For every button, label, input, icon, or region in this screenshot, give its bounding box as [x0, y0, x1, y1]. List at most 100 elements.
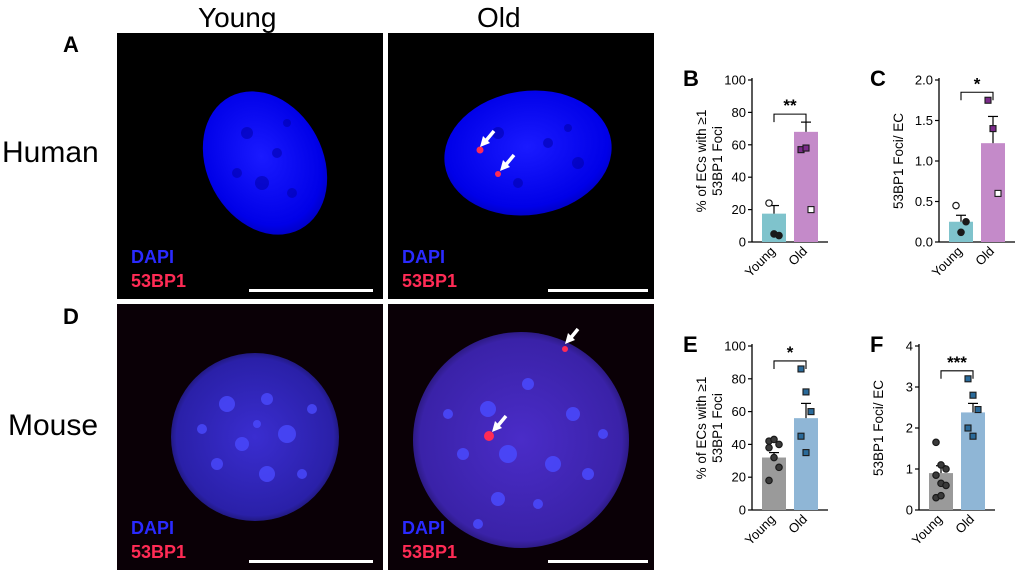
arrow-icon — [500, 153, 516, 171]
chart-svg-f: 0 1 2 3 4 53BP1 Foci/ EC Young Old *** — [871, 339, 995, 548]
data-point — [937, 461, 945, 469]
significance-label: *** — [947, 353, 967, 372]
label-dapi: DAPI — [402, 247, 446, 267]
x-tick-label: Young — [742, 512, 778, 548]
y-tick-label: 60 — [732, 137, 746, 152]
scale-bar — [249, 289, 373, 292]
y-tick-label: 0.5 — [915, 194, 933, 209]
significance-bracket — [940, 370, 974, 379]
label-dapi: DAPI — [402, 518, 446, 538]
micrograph-mouse-young: DAPI 53BP1 — [117, 304, 383, 570]
53bp1-focus — [484, 431, 494, 441]
data-point — [994, 189, 1002, 197]
panel-letter-b: B — [683, 66, 699, 91]
significance-bracket — [960, 91, 994, 101]
53bp1-focus — [495, 171, 501, 177]
y-axis-label: % of ECs with ≥153BP1 Foci — [694, 110, 725, 213]
y-tick-label: 80 — [732, 105, 746, 120]
label-dapi: DAPI — [131, 247, 175, 267]
y-tick-label: 0 — [739, 235, 746, 250]
data-point — [775, 463, 783, 472]
data-point — [932, 438, 940, 447]
x-tick-label: Young — [909, 512, 945, 548]
chart-svg-c: 0.0 0.5 1.0 1.5 2.0 53BP1 Foci/ EC Young Old * — [891, 73, 1015, 280]
chart-e: 0 20 40 60 80 100 % of ECs with ≥153BP1 Foci Yo… — [690, 336, 860, 572]
scale-bar — [548, 289, 648, 292]
arrow-icon — [480, 129, 496, 147]
y-tick-label: 0 — [906, 503, 913, 518]
data-point — [775, 440, 783, 449]
bar — [794, 418, 818, 510]
chart-f: 0 1 2 3 4 53BP1 Foci/ EC Young Old *** — [871, 336, 1020, 572]
data-point — [989, 125, 997, 133]
data-point — [765, 199, 773, 207]
scale-bar — [249, 560, 373, 563]
data-point — [770, 435, 778, 444]
y-tick-label: 1.0 — [915, 154, 933, 169]
data-point — [807, 206, 815, 214]
label-53bp1: 53BP1 — [131, 271, 187, 291]
data-point — [957, 228, 965, 237]
significance-bracket — [773, 113, 807, 123]
significance-bracket — [773, 360, 807, 369]
label-53bp1: 53BP1 — [402, 271, 458, 291]
x-tick-label: Young — [929, 244, 965, 280]
data-point — [969, 391, 977, 399]
53bp1-focus — [476, 146, 484, 154]
data-point — [952, 201, 960, 210]
row-label-human: Human — [2, 136, 99, 169]
x-tick-label: Old — [785, 512, 810, 537]
chart-svg-e: 0 20 40 60 80 100 % of ECs with ≥153BP1 Foci Yo… — [694, 339, 828, 548]
data-point — [765, 443, 773, 452]
micrograph-human-young: DAPI 53BP1 — [117, 33, 383, 299]
y-tick-label: 0.0 — [915, 235, 933, 250]
data-point — [807, 408, 815, 416]
y-tick-label: 4 — [906, 339, 913, 354]
nucleus-mouse-young — [117, 304, 383, 570]
data-point — [802, 144, 810, 152]
panel-letter-c: C — [870, 66, 886, 91]
arrow-icon — [565, 327, 580, 344]
chart-b: 0 20 40 60 80 100 % of ECs with ≥153BP1 Foci Yo… — [690, 70, 860, 300]
significance-label: * — [974, 74, 981, 93]
data-point — [964, 424, 972, 432]
nucleus-human-young — [202, 91, 328, 235]
x-tick-label: Young — [742, 244, 778, 280]
label-53bp1: 53BP1 — [131, 542, 187, 562]
data-point — [942, 465, 950, 473]
data-point — [964, 375, 972, 383]
data-point — [937, 491, 945, 500]
micrograph-human-old: DAPI 53BP1 — [388, 33, 654, 299]
scale-bar — [548, 560, 648, 563]
y-axis-label: % of ECs with ≥153BP1 Foci — [694, 377, 725, 480]
y-tick-label: 1.5 — [915, 113, 933, 128]
data-point — [765, 476, 773, 485]
data-point — [984, 96, 992, 104]
53bp1-focus — [562, 346, 568, 352]
panel-letter-d: D — [63, 304, 79, 329]
data-point — [802, 388, 810, 396]
significance-label: ** — [783, 96, 797, 115]
y-tick-label: 1 — [906, 462, 913, 477]
panel-letter-a: A — [63, 32, 79, 57]
row-label-mouse: Mouse — [8, 409, 99, 442]
y-axis-label: 53BP1 Foci/ EC — [891, 113, 906, 209]
y-tick-label: 40 — [732, 437, 746, 452]
y-tick-label: 100 — [724, 339, 746, 354]
arrow-icon — [492, 414, 508, 432]
data-point — [797, 432, 805, 440]
data-point — [969, 432, 977, 440]
data-point — [962, 217, 970, 226]
y-axis-label: 53BP1 Foci/ EC — [871, 380, 886, 476]
x-tick-label: Old — [952, 512, 977, 537]
y-tick-label: 60 — [732, 404, 746, 419]
x-tick-label: Old — [785, 244, 810, 269]
y-tick-label: 20 — [732, 470, 746, 485]
panel-letter-f: F — [870, 332, 884, 357]
bar — [762, 457, 786, 510]
data-point — [775, 231, 783, 240]
y-tick-label: 3 — [906, 380, 913, 395]
column-header-old: Old — [477, 2, 521, 33]
nucleus-human-old — [444, 90, 612, 216]
column-header-young: Young — [198, 2, 277, 33]
